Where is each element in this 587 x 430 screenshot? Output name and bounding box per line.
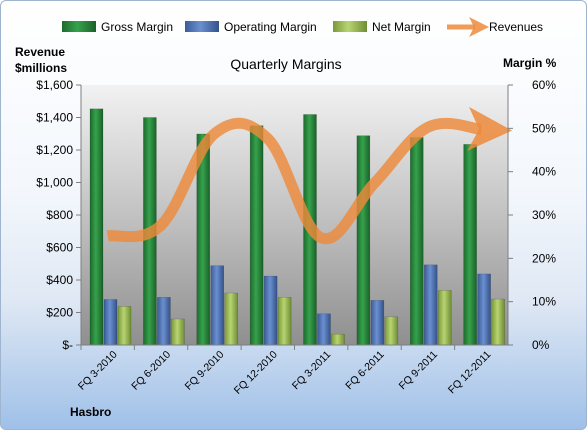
left-tick-label: $1,400	[36, 111, 73, 125]
bar-operating-margin-fq-3-2011	[317, 313, 331, 346]
bar-gross-margin-fq-9-2011	[410, 137, 424, 346]
bar-operating-margin-fq-9-2010	[210, 265, 224, 346]
bar-net-margin-fq-3-2011	[331, 333, 345, 346]
legend-label-revenues: Revenues	[489, 20, 543, 34]
legend-label-gross-margin: Gross Margin	[101, 20, 173, 34]
x-tick-label-fq-9-2010: FQ 9-2010	[183, 349, 227, 393]
bar-net-margin-fq-3-2010	[117, 306, 132, 346]
left-tick-label: $1,000	[36, 176, 73, 190]
bar-gross-margin-fq-6-2011	[356, 135, 371, 346]
legend-label-net-margin: Net Margin	[372, 20, 431, 34]
chart-title: Quarterly Margins	[230, 56, 341, 72]
bar-net-margin-fq-12-2011	[491, 298, 505, 346]
left-tick-label: $-	[62, 338, 73, 352]
line-revenues	[106, 106, 513, 245]
legend-swatch-operating-margin	[185, 21, 219, 32]
left-tick-label: $600	[46, 241, 73, 255]
x-tick-label-fq-12-2010: FQ 12-2010	[232, 349, 280, 397]
x-tick-label-fq-6-2011: FQ 6-2011	[343, 349, 387, 393]
left-axis-title-line1: Revenue	[15, 45, 65, 59]
right-tick-label: 20%	[532, 251, 556, 265]
bar-gross-margin-fq-12-2010	[249, 125, 264, 346]
legend: Gross Margin Operating Margin Net Margin…	[62, 17, 543, 37]
bar-operating-margin-fq-6-2011	[370, 300, 385, 346]
right-tick-label: 10%	[532, 295, 556, 309]
left-axis-title-line2: $millions	[15, 61, 67, 75]
right-axis-title: Margin %	[503, 56, 557, 70]
bar-operating-margin-fq-3-2010	[103, 299, 118, 346]
right-tick-label: 30%	[532, 208, 556, 222]
bar-net-margin-fq-12-2010	[277, 297, 292, 346]
left-tick-label: $1,200	[36, 143, 73, 157]
legend-swatch-net-margin	[333, 21, 367, 32]
x-tick-label-fq-6-2010: FQ 6-2010	[129, 349, 173, 393]
bar-gross-margin-fq-12-2011	[463, 144, 477, 346]
x-tick-label-fq-9-2011: FQ 9-2011	[397, 349, 441, 393]
right-tick-label: 60%	[532, 78, 556, 92]
legend-swatch-gross-margin	[62, 21, 96, 32]
bar-operating-margin-fq-9-2011	[424, 264, 438, 346]
bar-net-margin-fq-6-2011	[384, 316, 399, 346]
bar-operating-margin-fq-12-2011	[477, 273, 491, 346]
company-label: Hasbro	[70, 405, 111, 419]
bar-operating-margin-fq-12-2010	[263, 275, 278, 346]
x-tick-label-fq-3-2011: FQ 3-2011	[290, 349, 334, 393]
left-tick-label: $400	[46, 273, 73, 287]
left-tick-label: $200	[46, 306, 73, 320]
right-tick-label: 50%	[532, 121, 556, 135]
bar-operating-margin-fq-6-2010	[157, 297, 171, 346]
left-tick-label: $1,600	[36, 78, 73, 92]
bar-series-group	[89, 108, 505, 346]
x-tick-label-fq-12-2011: FQ 12-2011	[446, 349, 494, 397]
legend-label-operating-margin: Operating Margin	[224, 20, 317, 34]
bar-net-margin-fq-9-2010	[224, 292, 238, 346]
revenue-line-group	[106, 106, 513, 245]
right-tick-label: 40%	[532, 165, 556, 179]
bar-net-margin-fq-6-2010	[171, 318, 185, 346]
right-tick-label: 0%	[532, 338, 550, 352]
bar-gross-margin-fq-3-2010	[89, 108, 104, 346]
left-tick-label: $800	[46, 208, 73, 222]
x-tick-label-fq-3-2010: FQ 3-2010	[76, 349, 120, 393]
bar-net-margin-fq-9-2011	[438, 290, 452, 346]
